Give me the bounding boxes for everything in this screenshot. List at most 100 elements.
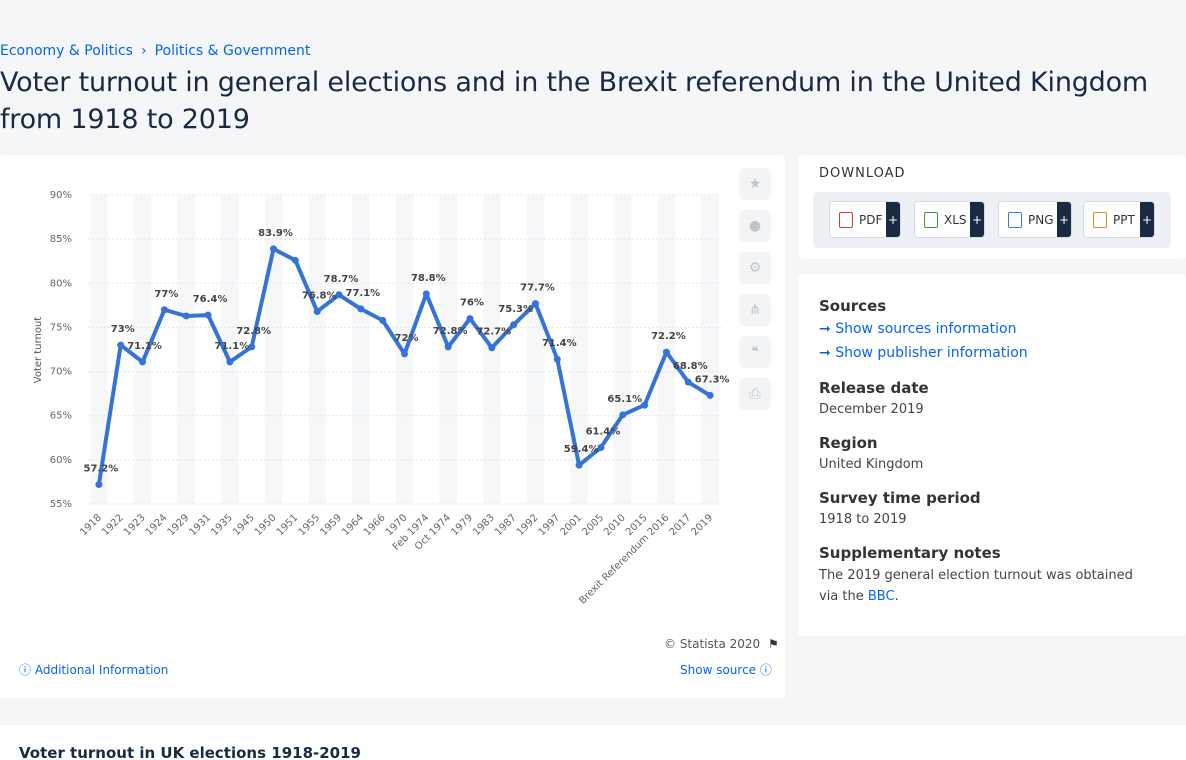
pdf-file-icon — [839, 211, 853, 228]
data-label: 73% — [111, 324, 135, 335]
x-tick-label: 1945 — [231, 512, 257, 538]
ppt-file-icon — [1093, 211, 1107, 228]
quote-icon[interactable]: ❝ — [739, 336, 771, 368]
data-point — [160, 306, 168, 314]
data-point — [401, 350, 408, 358]
data-label: 67.3% — [695, 374, 730, 385]
data-point — [335, 291, 343, 299]
survey-period-value: 1918 to 2019 — [819, 512, 907, 527]
column-band — [308, 195, 326, 504]
y-tick-label: 70% — [50, 367, 72, 378]
data-point — [95, 481, 103, 489]
bottom-card — [0, 725, 1186, 760]
x-tick-label: 1924 — [144, 512, 170, 538]
data-label: 72.2% — [651, 331, 686, 342]
bottom-section-title: Voter turnout in UK elections 1918-2019 — [19, 744, 361, 760]
x-tick-label: 2001 — [558, 512, 584, 538]
x-axis-ticks: 1918192219231924192919311935194519501951… — [78, 512, 715, 606]
png-label: PNG — [1028, 212, 1054, 227]
data-label: 78.8% — [411, 273, 446, 284]
data-label: 61.4% — [586, 426, 621, 437]
download-title: DOWNLOAD — [819, 166, 906, 181]
additional-information-link[interactable]: ⓘ Additional Information — [19, 661, 168, 678]
data-label: 76.8% — [302, 291, 337, 302]
ppt-label: PPT — [1113, 212, 1135, 227]
show-sources-label: Show sources information — [835, 321, 1017, 337]
notes-body: The 2019 general election turnout was ob… — [819, 568, 1133, 604]
show-sources-link[interactable]: ➞ Show sources information — [819, 321, 1016, 337]
breadcrumb-politics-government[interactable]: Politics & Government — [154, 43, 311, 59]
data-point — [684, 378, 692, 386]
download-pdf-button[interactable]: PDF + — [829, 201, 901, 238]
data-label: 59.4% — [564, 444, 599, 455]
flag-icon[interactable]: ⚑ — [768, 637, 779, 651]
data-label: 71.1% — [127, 341, 162, 352]
data-label: 77% — [154, 289, 178, 300]
sources-heading: Sources — [819, 297, 887, 315]
data-label: 76.4% — [193, 294, 228, 305]
x-tick-label: 1929 — [166, 512, 192, 538]
arrow-right-icon: ➞ — [819, 321, 831, 337]
plus-icon: + — [886, 202, 900, 237]
data-label: 65.1% — [607, 394, 642, 405]
info-icon: ⓘ — [19, 663, 32, 677]
download-png-button[interactable]: PNG + — [998, 201, 1072, 238]
data-point — [248, 343, 256, 351]
data-point — [488, 344, 496, 352]
x-tick-label: 1922 — [100, 512, 126, 538]
column-band — [614, 195, 632, 504]
data-point — [313, 308, 321, 316]
gear-icon[interactable]: ⚙ — [739, 252, 771, 284]
x-tick-label: 1979 — [449, 512, 475, 538]
column-band — [352, 195, 370, 504]
y-tick-label: 75% — [50, 322, 72, 333]
download-xls-button[interactable]: XLS + — [914, 201, 985, 238]
breadcrumb-economy-politics[interactable]: Economy & Politics — [0, 43, 133, 59]
column-band — [90, 195, 108, 504]
y-tick-label: 85% — [50, 234, 72, 245]
data-point — [466, 315, 474, 323]
data-label: 57.2% — [84, 464, 119, 475]
chart-column-bands — [90, 195, 719, 504]
y-tick-label: 60% — [50, 455, 72, 466]
print-icon[interactable]: ⎙ — [739, 378, 771, 410]
xls-label: XLS — [944, 212, 967, 227]
survey-period-heading: Survey time period — [819, 489, 981, 507]
data-point — [139, 358, 147, 366]
x-tick-label: 1997 — [537, 512, 563, 538]
region-value: United Kingdom — [819, 457, 924, 472]
download-ppt-button[interactable]: PPT + — [1083, 201, 1155, 238]
bell-icon[interactable]: ● — [739, 210, 771, 242]
bbc-link[interactable]: BBC — [867, 589, 895, 604]
y-tick-label: 90% — [50, 190, 72, 201]
additional-information-label: Additional Information — [34, 663, 169, 677]
data-point — [444, 343, 452, 351]
data-labels: 57.2% 73% 71.1% 77% 76.4% 71.1% 72.8% 83.9% 76.8… — [84, 228, 730, 475]
data-label: 76% — [460, 298, 484, 309]
y-axis-label: Voter turnout — [33, 317, 44, 384]
x-tick-label: 1966 — [362, 512, 388, 538]
column-band — [701, 195, 719, 504]
x-tick-label: 1992 — [515, 512, 541, 538]
x-tick-label: 1959 — [318, 512, 344, 538]
png-file-icon — [1008, 211, 1022, 228]
column-band — [177, 195, 195, 504]
chart-gridlines — [88, 194, 721, 505]
data-label: 77.7% — [520, 283, 555, 294]
data-label: 72.8% — [433, 326, 468, 337]
show-publisher-link[interactable]: ➞ Show publisher information — [819, 345, 1028, 361]
show-source-link[interactable]: Show source ⓘ — [680, 661, 772, 678]
page-title: Voter turnout in general elections and i… — [0, 67, 1149, 135]
show-source-label: Show source — [680, 663, 757, 677]
data-point — [553, 355, 561, 363]
x-tick-label: 1955 — [297, 512, 323, 538]
series-points — [95, 245, 714, 489]
plus-icon: + — [1057, 202, 1071, 237]
star-icon[interactable]: ★ — [739, 168, 771, 200]
x-tick-label: 1923 — [122, 512, 148, 538]
data-point — [575, 461, 583, 469]
data-point — [531, 300, 539, 308]
notes-period: . — [894, 589, 899, 604]
data-point — [619, 411, 627, 419]
share-icon[interactable]: ⋔ — [739, 294, 771, 326]
